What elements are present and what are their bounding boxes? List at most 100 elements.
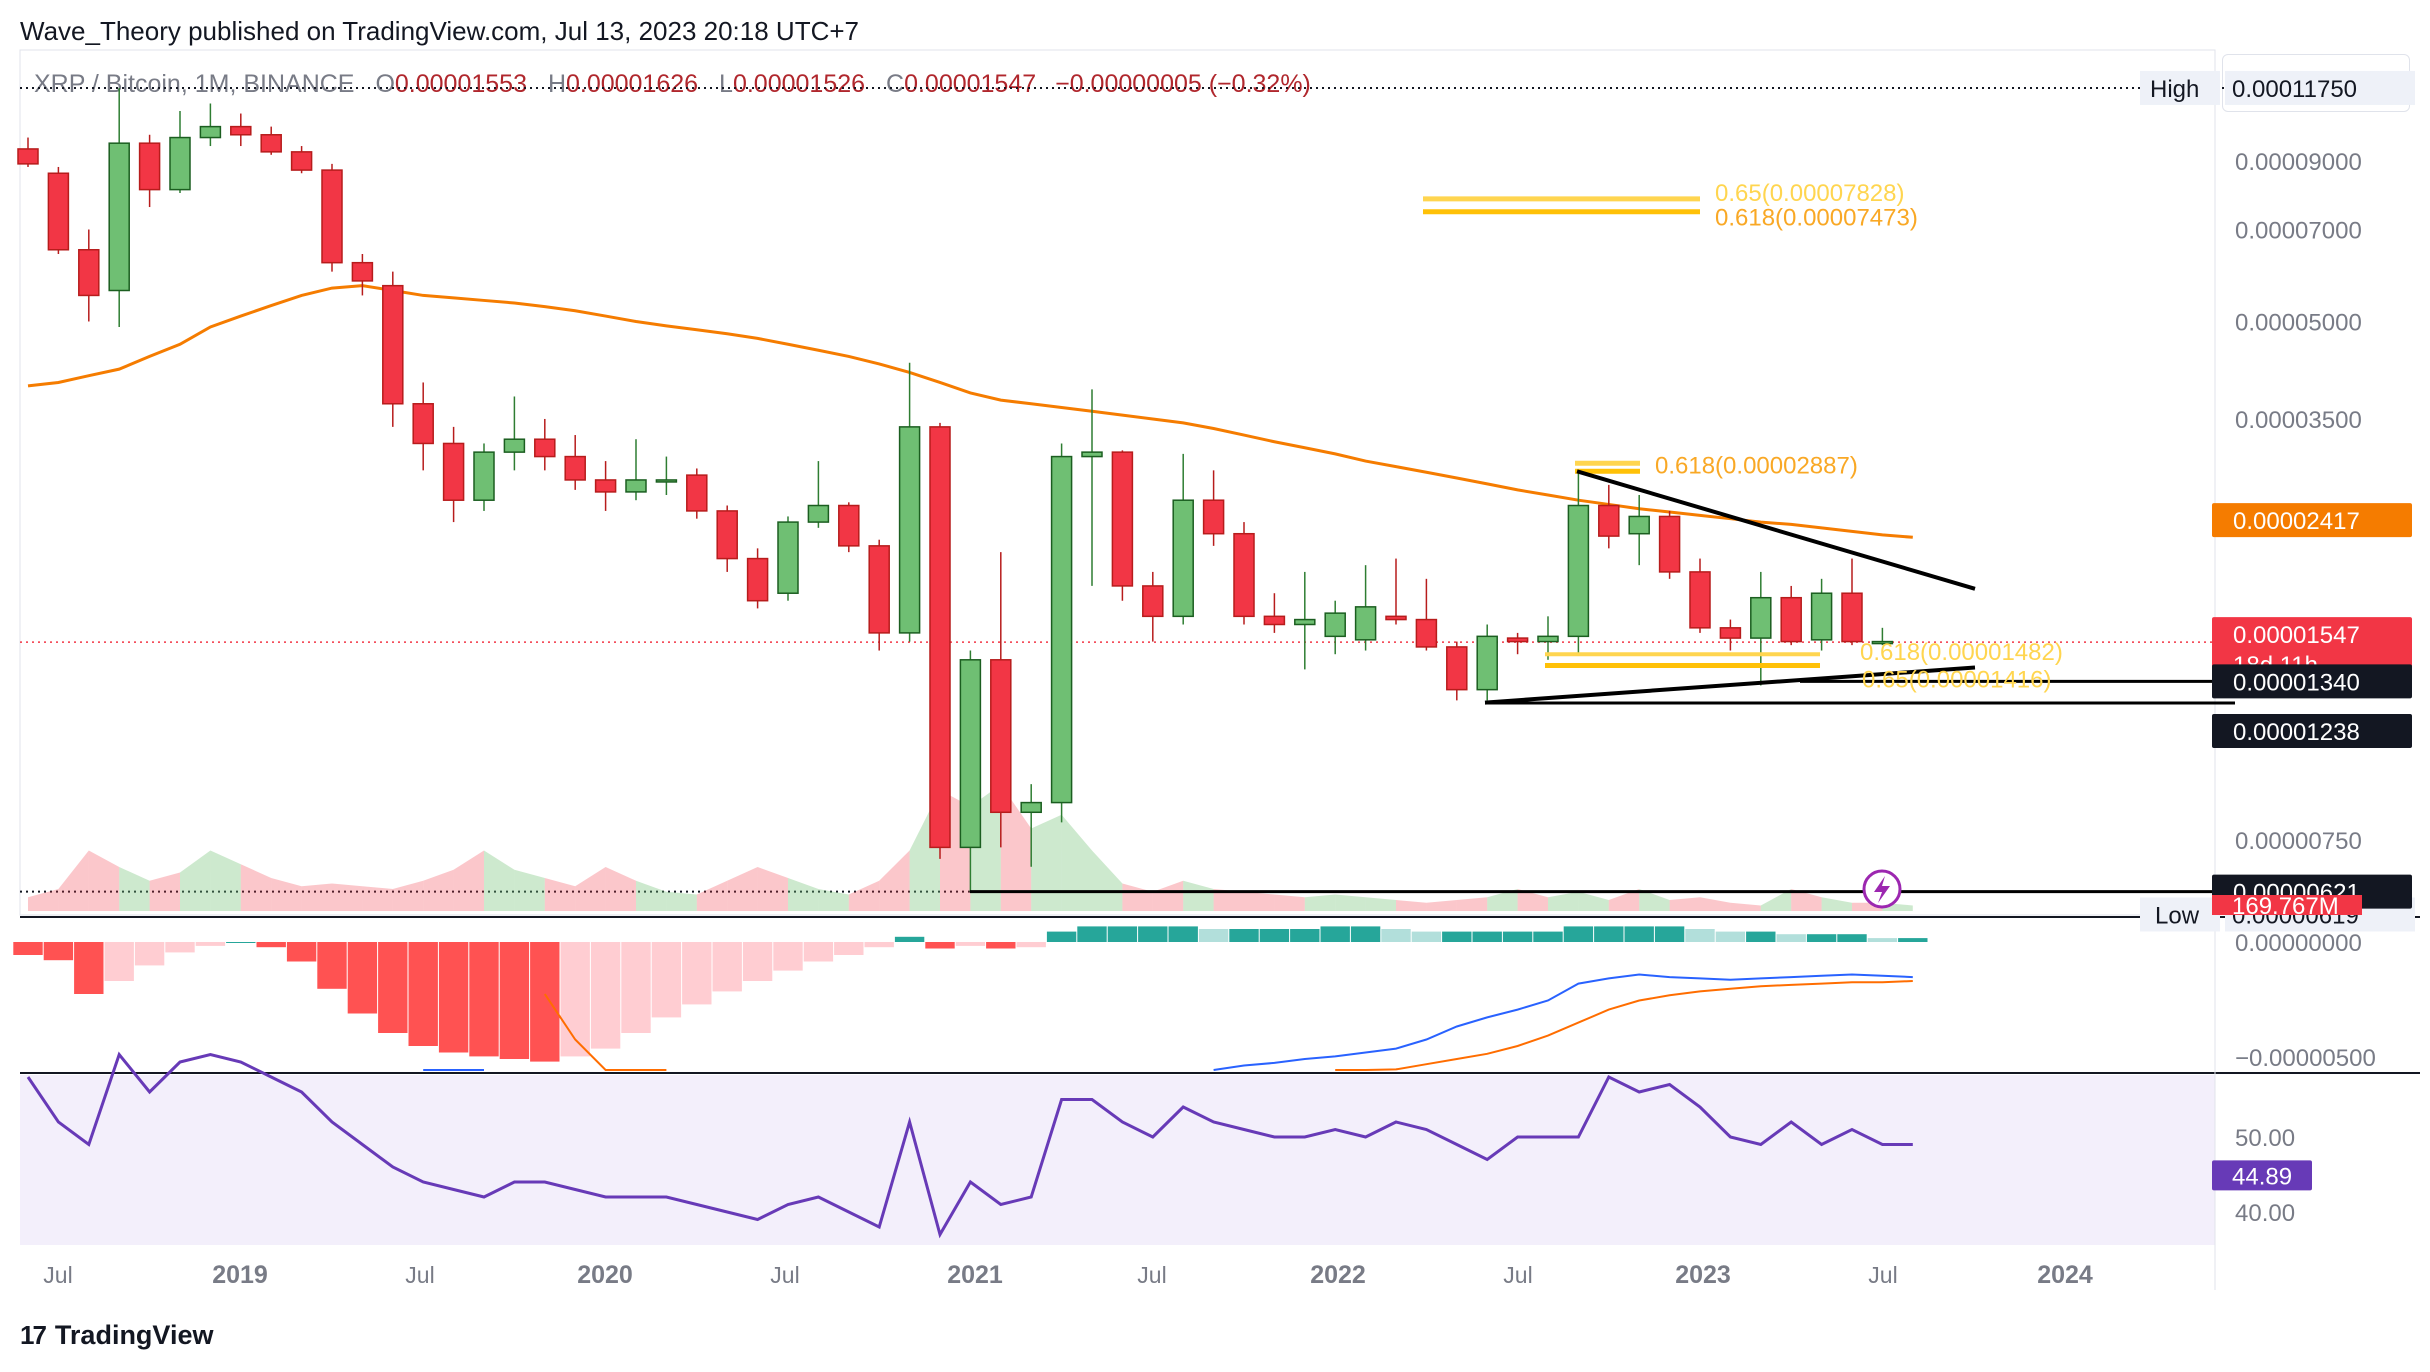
- volume-area-segment: [575, 867, 606, 911]
- legend-change-value: −0.00000005 (−0.32%): [1055, 70, 1311, 98]
- fib-level-label: 0.65(0.00007828): [1715, 180, 1905, 207]
- macd-histogram-bar: [1320, 926, 1350, 942]
- macd-histogram-bar: [621, 942, 651, 1033]
- macd-histogram-bar: [1138, 926, 1168, 942]
- candle-body: [351, 261, 374, 282]
- fib-level-label: 0.618(0.00007473): [1715, 205, 1918, 232]
- macd-histogram-bar: [74, 942, 104, 994]
- candle-body: [1050, 455, 1073, 804]
- high-label: High: [2150, 76, 2199, 103]
- candle-body: [1810, 592, 1833, 641]
- macd-histogram-bar: [1229, 929, 1259, 942]
- macd-histogram-bar: [1168, 926, 1198, 942]
- candle-body: [1476, 635, 1498, 691]
- fib-level-label: 0.618(0.00001482): [1860, 639, 2063, 666]
- candle-body: [1081, 451, 1103, 458]
- candle-body: [1142, 585, 1164, 618]
- volume-area-segment: [423, 869, 454, 911]
- volume-area-segment: [88, 850, 120, 911]
- volume-area-segment: [332, 883, 363, 911]
- volume-area-segment: [1152, 880, 1184, 911]
- legend-low-value: 0.00001526: [732, 70, 866, 98]
- candle-body: [1294, 618, 1316, 626]
- volume-area-segment: [1031, 814, 1062, 911]
- price-label-box: [2212, 503, 2412, 538]
- time-axis-tick: 2021: [947, 1261, 1003, 1289]
- macd-histogram-bar: [1533, 931, 1563, 942]
- time-axis-tick: 2022: [1310, 1261, 1366, 1289]
- macd-histogram-bar: [1806, 934, 1837, 942]
- volume-area-segment: [666, 891, 697, 911]
- macd-histogram-bar: [286, 942, 317, 962]
- legend-open-key: O: [375, 70, 395, 98]
- candle-body: [1202, 499, 1225, 535]
- macd-histogram-bar: [1107, 926, 1138, 942]
- volume-area-segment: [1548, 891, 1579, 911]
- macd-histogram-bar: [1867, 938, 1898, 942]
- volume-area-segment: [301, 883, 332, 911]
- rsi-axis-tick: 50.00: [2235, 1125, 2295, 1152]
- macd-histogram-bar: [955, 942, 986, 946]
- candle-body: [1506, 637, 1529, 643]
- volume-area-segment: [240, 864, 272, 911]
- macd-histogram-bar: [1594, 926, 1624, 942]
- macd-histogram-bar: [682, 942, 712, 1005]
- candle-body: [716, 510, 738, 560]
- macd-histogram-bar: [530, 942, 560, 1062]
- rsi-pane-background: [20, 1075, 2215, 1245]
- candle-body: [990, 659, 1012, 814]
- macd-histogram-bar: [1502, 931, 1533, 942]
- candle-body: [838, 504, 860, 547]
- volume-area-segment: [1669, 897, 1700, 911]
- volume-area-segment: [1244, 891, 1275, 911]
- time-axis-tick: 2019: [212, 1261, 268, 1289]
- volume-area-segment: [392, 880, 424, 911]
- volume-area-segment: [28, 889, 59, 911]
- macd-histogram-bar: [1016, 942, 1046, 948]
- candle-body: [1841, 592, 1863, 643]
- macd-histogram-bar: [894, 936, 925, 942]
- volume-area-segment: [1274, 894, 1305, 911]
- candle-body: [473, 451, 495, 501]
- candle-body: [138, 142, 161, 191]
- volume-area-segment: [1791, 889, 1822, 911]
- time-axis-tick: 2020: [577, 1261, 633, 1289]
- macd-histogram-bar: [1898, 938, 1928, 942]
- volume-area-segment: [180, 850, 211, 911]
- candle-body: [442, 442, 465, 501]
- macd-axis-tick: 0.00000000: [2235, 930, 2362, 957]
- volume-area-segment: [1122, 883, 1153, 911]
- macd-histogram-bar: [864, 942, 894, 948]
- macd-histogram-bar: [378, 942, 408, 1033]
- candle-body: [1354, 606, 1377, 641]
- macd-histogram-bar: [986, 942, 1016, 949]
- time-axis-tick: Jul: [1868, 1262, 1897, 1288]
- time-axis-tick: Jul: [1137, 1262, 1166, 1288]
- time-axis-tick: Jul: [405, 1262, 434, 1288]
- macd-histogram-bar: [1746, 931, 1776, 942]
- volume-area-segment: [58, 850, 89, 911]
- volume-area-segment: [1092, 850, 1123, 911]
- candle-body: [625, 479, 647, 493]
- volume-area-segment: [1639, 889, 1670, 911]
- volume-area-segment: [149, 872, 180, 911]
- candle-body: [1385, 615, 1407, 621]
- volume-area-segment: [1517, 889, 1548, 911]
- candle-body: [1750, 596, 1772, 639]
- legend-low-key: L: [719, 70, 733, 98]
- tradingview-brand[interactable]: 17 TradingView: [20, 1320, 213, 1351]
- macd-histogram-bar: [43, 942, 74, 961]
- legend-close-value: 0.00001547: [904, 70, 1037, 98]
- macd-histogram-bar: [438, 942, 469, 1053]
- candle-body: [655, 479, 678, 483]
- macd-histogram-bar: [256, 942, 286, 948]
- volume-area-segment: [362, 886, 393, 911]
- volume-label: 169.767M: [2232, 893, 2339, 920]
- candle-body: [1598, 504, 1620, 537]
- macd-histogram-bar: [834, 942, 864, 955]
- volume-area-segment: [757, 867, 788, 911]
- candle-body: [1628, 515, 1650, 535]
- macd-histogram-bar: [408, 942, 438, 1046]
- moving-average-line: [27, 284, 1913, 539]
